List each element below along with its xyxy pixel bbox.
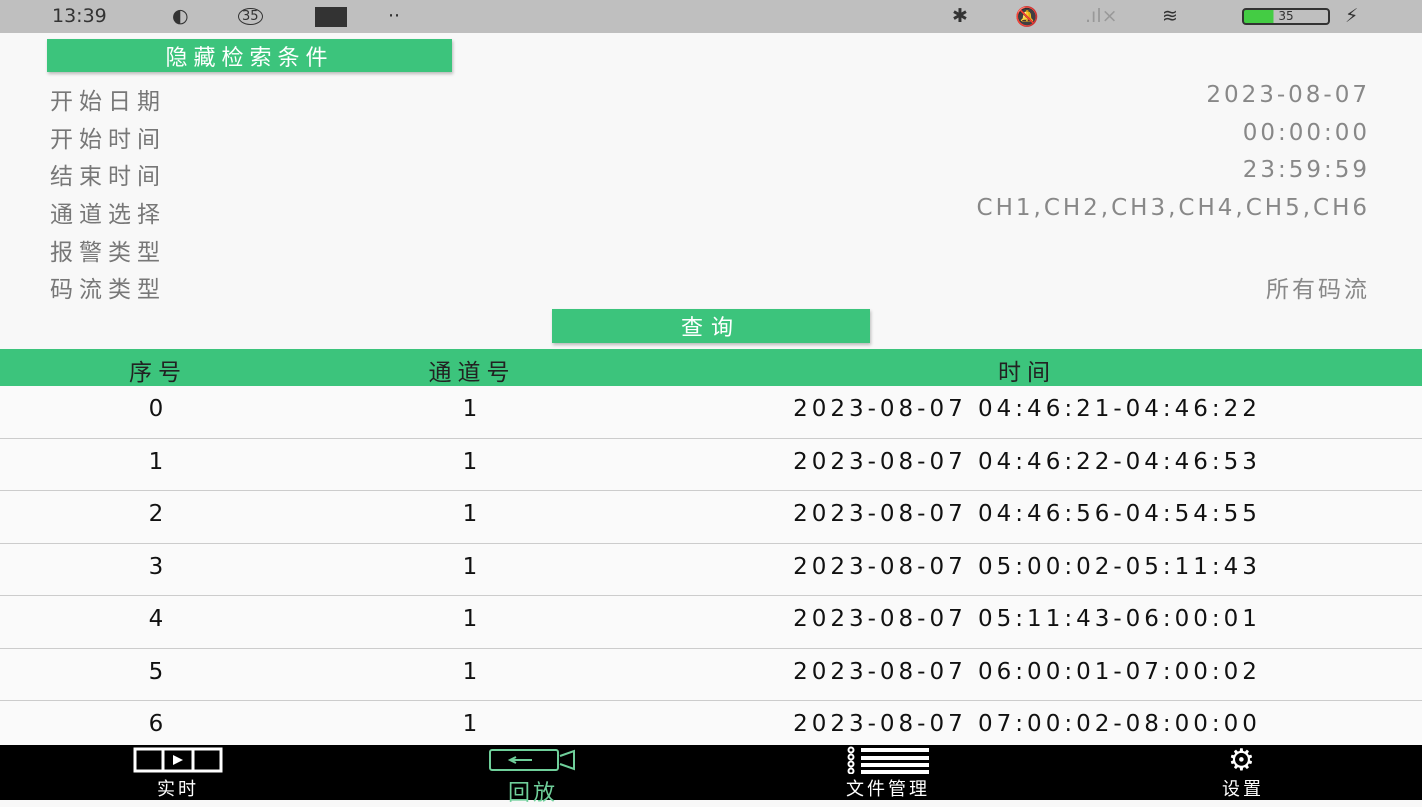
field-label: 开始日期 — [50, 89, 166, 115]
cell-time: 2023-08-07 04:46:21-04:46:22 — [793, 396, 1261, 422]
field-label: 开始时间 — [50, 127, 166, 153]
cell-channel: 1 — [462, 606, 482, 632]
cell-channel: 1 — [462, 396, 482, 422]
film-icon — [78, 745, 278, 775]
cell-channel: 1 — [462, 501, 482, 527]
search-field[interactable]: 报警类型 — [0, 229, 1422, 267]
cell-index: 0 — [148, 396, 168, 422]
bottom-nav: 实时 回放 文件管理 ⚙ 设置 — [0, 742, 1422, 806]
header-index: 序号 — [129, 360, 187, 386]
cell-time: 2023-08-07 06:00:01-07:00:02 — [793, 658, 1261, 685]
table-row[interactable]: 2 1 2023-08-07 04:46:56-04:54:55 — [0, 491, 1422, 544]
header-channel: 通道号 — [428, 360, 516, 386]
table-row[interactable]: 3 1 2023-08-07 05:00:02-05:11:43 — [0, 543, 1422, 596]
nav-live[interactable]: 实时 — [78, 745, 278, 800]
cell-time: 2023-08-07 05:11:43-06:00:01 — [793, 606, 1261, 632]
hide-search-conditions-button[interactable]: 隐藏检索条件 — [47, 39, 452, 72]
search-field[interactable]: 结束时间 23:59:59 — [0, 153, 1422, 191]
field-value[interactable]: 00:00:00 — [1242, 120, 1370, 146]
cell-time: 2023-08-07 07:00:02-08:00:00 — [793, 711, 1261, 737]
cell-index: 5 — [148, 658, 168, 685]
app-icon — [315, 7, 347, 27]
charging-icon: ⚡ — [1345, 5, 1359, 27]
field-value[interactable]: CH1,CH2,CH3,CH4,CH5,CH6 — [976, 195, 1370, 221]
header-time: 时间 — [998, 360, 1056, 386]
cell-channel: 1 — [462, 553, 482, 580]
cell-index: 6 — [148, 711, 168, 737]
cell-channel: 1 — [462, 711, 482, 737]
list-icon — [788, 745, 988, 775]
playback-camera-icon — [433, 745, 633, 775]
query-button[interactable]: 查询 — [552, 309, 870, 343]
nav-file-management[interactable]: 文件管理 — [788, 745, 988, 800]
cell-index: 2 — [148, 501, 168, 527]
field-label: 报警类型 — [50, 240, 166, 266]
table-row[interactable]: 0 1 2023-08-07 04:46:21-04:46:22 — [0, 386, 1422, 439]
cell-index: 3 — [148, 553, 168, 580]
search-field[interactable]: 通道选择 CH1,CH2,CH3,CH4,CH5,CH6 — [0, 191, 1422, 229]
field-label: 通道选择 — [50, 202, 166, 228]
notification-count-badge: 35 — [238, 8, 263, 25]
bluetooth-icon: ✱ — [952, 5, 968, 27]
cell-index: 1 — [148, 448, 168, 475]
field-value[interactable]: 2023-08-07 — [1206, 82, 1370, 108]
nav-label: 文件管理 — [846, 779, 930, 800]
nav-label: 回放 — [507, 781, 558, 806]
search-field[interactable]: 码流类型 所有码流 — [0, 266, 1422, 304]
nav-playback[interactable]: 回放 — [433, 745, 633, 806]
table-row[interactable]: 1 1 2023-08-07 04:46:22-04:46:53 — [0, 438, 1422, 491]
status-time: 13:39 — [52, 5, 107, 27]
field-label: 结束时间 — [50, 164, 166, 190]
field-label: 码流类型 — [50, 277, 166, 303]
cell-time: 2023-08-07 04:46:56-04:54:55 — [793, 501, 1261, 527]
signal-icon: .ıl× — [1085, 5, 1118, 27]
wifi-icon: ≋ — [1162, 5, 1178, 27]
app-notification-icon: ◐ — [172, 5, 189, 27]
nav-label: 设置 — [1222, 779, 1264, 800]
cell-index: 4 — [148, 606, 168, 632]
table-header: 序号 通道号 时间 — [0, 349, 1422, 386]
more-notifications-icon: ·· — [388, 5, 401, 27]
battery-icon: 35 — [1242, 8, 1330, 25]
gear-icon: ⚙ — [1228, 742, 1258, 778]
table-row[interactable]: 6 1 2023-08-07 07:00:02-08:00:00 — [0, 701, 1422, 754]
table-row[interactable]: 5 1 2023-08-07 06:00:01-07:00:02 — [0, 648, 1422, 701]
status-bar: 13:39 ◐ 35 ·· ✱ 🔕 .ıl× ≋ 35 ⚡ — [0, 0, 1422, 33]
field-value[interactable]: 所有码流 — [1266, 277, 1370, 303]
search-field[interactable]: 开始日期 2023-08-07 — [0, 78, 1422, 116]
cell-channel: 1 — [462, 448, 482, 475]
cell-time: 2023-08-07 05:00:02-05:11:43 — [793, 553, 1261, 580]
nav-settings[interactable]: ⚙ 设置 — [1143, 742, 1343, 801]
field-value[interactable]: 23:59:59 — [1242, 157, 1370, 183]
nav-label: 实时 — [157, 779, 199, 800]
mute-icon: 🔕 — [1015, 6, 1039, 28]
search-field[interactable]: 开始时间 00:00:00 — [0, 116, 1422, 154]
table-row[interactable]: 4 1 2023-08-07 05:11:43-06:00:01 — [0, 596, 1422, 649]
cell-time: 2023-08-07 04:46:22-04:46:53 — [793, 448, 1261, 475]
cell-channel: 1 — [462, 658, 482, 685]
